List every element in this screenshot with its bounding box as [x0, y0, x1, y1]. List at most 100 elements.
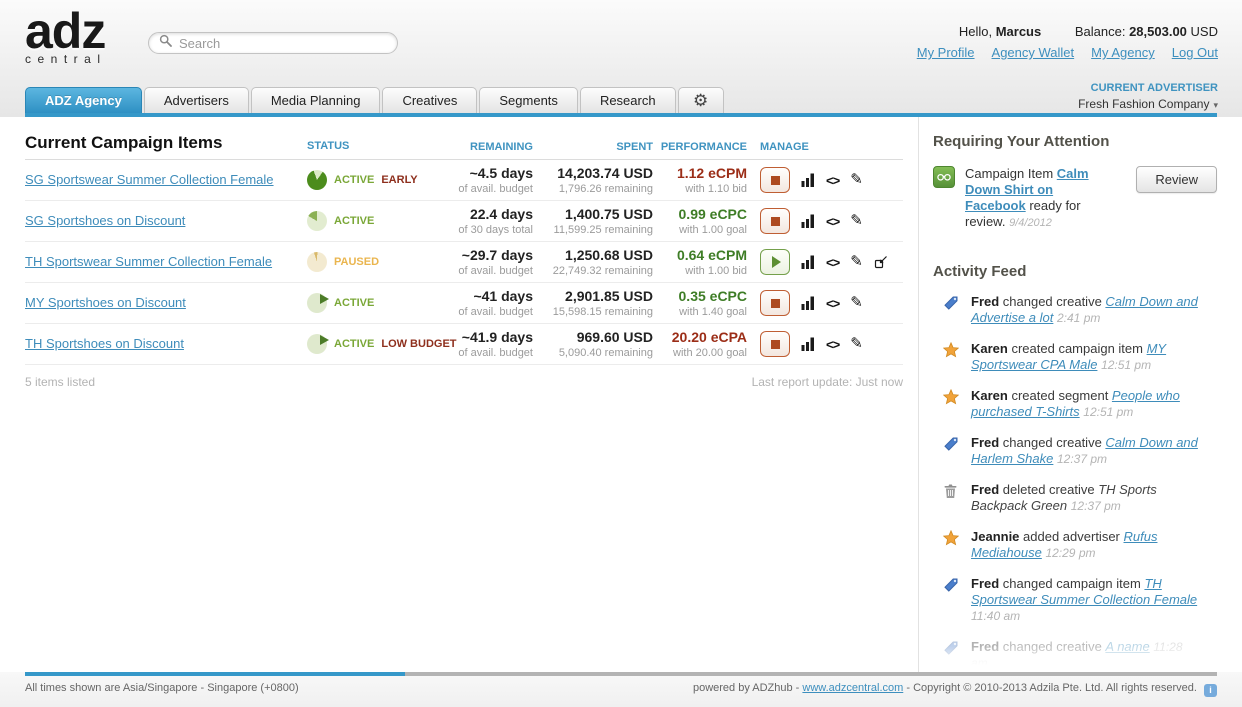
actor-name: Jeannie — [971, 529, 1020, 544]
actor-name: Fred — [971, 435, 1000, 450]
campaign-name-cell: SG Sportshoes on Discount — [25, 212, 303, 230]
tag-icon — [943, 639, 959, 671]
code-icon[interactable]: <> — [826, 336, 840, 352]
stats-icon[interactable] — [801, 337, 815, 351]
campaign-item-link[interactable]: TH Sportswear Summer Collection Female — [25, 254, 273, 269]
top-header: adz central Hello, Marcus Balance: 28,50… — [0, 0, 1242, 117]
status-label: ACTIVE — [334, 338, 375, 350]
adz-logo: adz central — [25, 2, 107, 66]
code-icon[interactable]: <> — [826, 213, 840, 229]
current-advertiser-label: CURRENT ADVERTISER — [1090, 82, 1218, 94]
tab-research[interactable]: Research — [579, 87, 676, 113]
status-cell: PAUSED — [303, 252, 433, 272]
code-icon[interactable]: <> — [826, 254, 840, 270]
column-header-remaining: REMAINING — [470, 141, 533, 153]
status-label: ACTIVE — [334, 297, 375, 309]
attention-text: Campaign Item Calm Down Shirt on Faceboo… — [965, 166, 1117, 231]
remaining-value: ~29.7 days — [461, 246, 533, 263]
account-link-agency-wallet[interactable]: Agency Wallet — [991, 45, 1075, 60]
attention-prefix: Campaign Item — [965, 166, 1054, 181]
tag-icon — [943, 294, 959, 326]
info-icon[interactable] — [1204, 684, 1217, 697]
account-link-my-profile[interactable]: My Profile — [916, 45, 975, 60]
status-pie-play-icon — [307, 293, 329, 313]
feed-text: Fred changed creative Calm Down and Harl… — [971, 435, 1198, 466]
account-link-log-out[interactable]: Log Out — [1171, 45, 1218, 60]
campaign-item-link[interactable]: Calm Down Shirt on Facebook — [965, 166, 1089, 213]
feed-time: 11:28 am — [971, 640, 1183, 670]
campaign-item-link[interactable]: SG Sportswear Summer Collection Female — [25, 172, 274, 187]
remaining-value-sublabel: of 30 days total — [458, 223, 533, 236]
actor-name: Fred — [971, 576, 1000, 591]
campaign-item-link[interactable]: TH Sportshoes on Discount — [25, 336, 184, 351]
stats-icon[interactable] — [801, 214, 815, 228]
remaining-cell: 22.4 days of 30 days total — [433, 206, 533, 237]
campaign-item-link[interactable]: MY Sportshoes on Discount — [25, 295, 186, 310]
feed-target-link[interactable]: Calm Down and Advertise a lot — [971, 294, 1198, 325]
last-report-update: Last report update: Just now — [751, 375, 903, 389]
play-button[interactable] — [760, 249, 790, 275]
adzcentral-link[interactable]: www.adzcentral.com — [802, 682, 904, 694]
search-box[interactable] — [148, 32, 398, 54]
status-label: PAUSED — [334, 256, 380, 268]
edit-icon[interactable]: ✎ — [850, 212, 863, 229]
tab-adz-agency[interactable]: ADZ Agency — [25, 87, 142, 113]
tab-creatives[interactable]: Creatives — [382, 87, 478, 113]
performance-cell: 0.64 eCPM with 1.00 bid — [653, 247, 747, 278]
feed-target-link[interactable]: People who purchased T-Shirts — [971, 388, 1180, 419]
remaining-cell: ~41.9 days of avail. budget — [433, 329, 533, 360]
remaining-value: ~41.9 days — [461, 328, 533, 345]
stop-button[interactable] — [760, 331, 790, 357]
performance-cell: 0.35 eCPC with 1.40 goal — [653, 288, 747, 319]
spent-value: 14,203.74 USD — [557, 164, 653, 181]
settings-tab[interactable]: ⚙ — [677, 87, 724, 113]
feed-target-link[interactable]: MY Sportswear CPA Male — [971, 341, 1167, 372]
edit-icon[interactable]: ✎ — [850, 171, 863, 188]
tab-advertisers[interactable]: Advertisers — [143, 87, 249, 113]
review-button[interactable]: Review — [1136, 166, 1217, 193]
manage-cell: <> ✎ — [760, 249, 888, 275]
edit-icon[interactable]: ✎ — [850, 335, 863, 352]
stop-icon — [770, 339, 780, 349]
stop-button[interactable] — [760, 208, 790, 234]
spent-value: 969.60 USD — [576, 328, 653, 345]
feed-target-link[interactable]: Calm Down and Harlem Shake — [971, 435, 1198, 466]
account-link-my-agency[interactable]: My Agency — [1091, 45, 1155, 60]
code-icon[interactable]: <> — [826, 295, 840, 311]
stats-icon[interactable] — [801, 255, 815, 269]
stop-button[interactable] — [760, 167, 790, 193]
tag-icon — [943, 435, 959, 467]
powered-by-text: powered by ADZhub - — [692, 682, 800, 694]
feed-target-link[interactable]: A name — [1105, 639, 1150, 654]
copyright-text: - Copyright © 2010-2013 Adzila Pte. Ltd.… — [906, 682, 1197, 694]
column-header-manage: MANAGE — [760, 141, 809, 153]
advertiser-name: Fresh Fashion Company — [1078, 97, 1210, 111]
stop-button[interactable] — [760, 290, 790, 316]
feed-target-link[interactable]: Rufus Mediahouse — [971, 529, 1158, 560]
search-input[interactable] — [177, 34, 387, 52]
balance-label: Balance: — [1074, 24, 1126, 39]
performance-cell: 20.20 eCPA with 20.00 goal — [653, 329, 747, 360]
code-icon[interactable]: <> — [826, 172, 840, 188]
advertiser-selector[interactable]: Fresh Fashion Company ▾ — [1078, 97, 1218, 111]
play-icon — [771, 256, 781, 268]
stats-icon[interactable] — [801, 173, 815, 187]
greeting-prefix: Hello, — [958, 24, 993, 39]
attention-heading: Requiring Your Attention — [933, 133, 1110, 150]
remaining-value: 22.4 days — [469, 205, 533, 222]
feed-target-link[interactable]: TH Sportswear Summer Collection Female — [971, 576, 1198, 607]
move-icon[interactable] — [874, 255, 888, 269]
stats-icon[interactable] — [801, 296, 815, 310]
edit-icon[interactable]: ✎ — [850, 253, 863, 270]
feed-item: Karen created campaign item MY Sportswea… — [942, 341, 1217, 373]
campaign-item-link[interactable]: SG Sportshoes on Discount — [25, 213, 186, 228]
edit-icon[interactable]: ✎ — [850, 294, 863, 311]
stop-icon — [770, 175, 780, 185]
table-row: SG Sportswear Summer Collection Female AC… — [25, 160, 903, 201]
tab-media-planning[interactable]: Media Planning — [250, 87, 381, 113]
page-footer: All times shown are Asia/Singapore - Sin… — [0, 672, 1242, 707]
feed-text: Karen created campaign item MY Sportswea… — [971, 341, 1167, 372]
column-header-spent: SPENT — [616, 141, 653, 153]
tab-segments[interactable]: Segments — [479, 87, 578, 113]
feed-text: Fred deleted creative TH Sports Backpack… — [971, 482, 1157, 513]
